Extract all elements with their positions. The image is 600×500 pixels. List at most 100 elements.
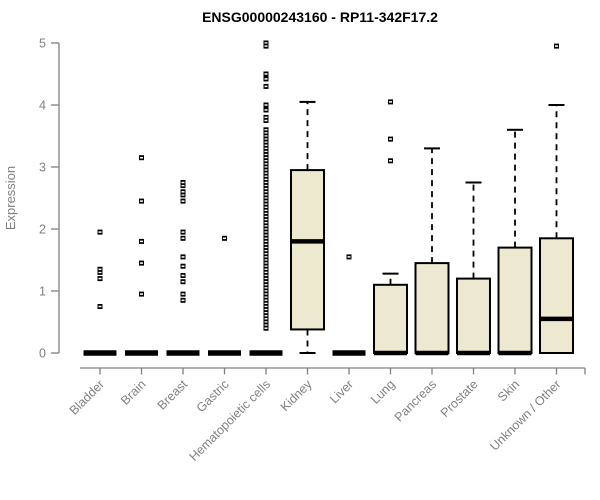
outlier-point-notch	[98, 305, 102, 308]
outlier-point-notch	[264, 240, 268, 243]
collapsed-box-gastric	[208, 350, 241, 356]
outlier-point-notch	[264, 191, 268, 193]
outlier-point-notch	[264, 277, 268, 280]
outlier-point-notch	[264, 212, 268, 215]
x-category-label: Breast	[155, 377, 191, 413]
outlier-point-notch	[264, 222, 268, 224]
outlier-point-notch	[264, 200, 268, 202]
outlier-point-notch	[264, 215, 268, 218]
box-kidney	[290, 169, 325, 331]
outlier-point-notch	[264, 274, 268, 277]
outlier-point-notch	[181, 194, 185, 196]
outlier-point-notch	[181, 181, 185, 184]
outlier-point-notch	[264, 104, 268, 106]
outlier-point-notch	[264, 308, 268, 311]
outlier-point-notch	[264, 327, 268, 329]
x-category-label: Unknown / Other	[487, 377, 563, 453]
outlier-point-notch	[264, 256, 268, 258]
outlier-point-notch	[264, 268, 268, 271]
outlier-point-notch	[389, 160, 392, 162]
outlier-point-notch	[264, 184, 268, 187]
x-category-label: Prostate	[438, 377, 481, 420]
outlier-point-notch	[264, 305, 268, 308]
outlier-point-notch	[264, 321, 268, 323]
outlier-point-notch	[264, 280, 268, 283]
outlier-point-notch	[264, 218, 268, 221]
x-category-label: Lung	[368, 377, 398, 407]
outlier-point-notch	[181, 256, 185, 258]
y-tick-label: 5	[39, 37, 46, 51]
outlier-point-notch	[264, 156, 268, 159]
outlier-point-notch	[140, 200, 143, 202]
outlier-point-notch	[140, 240, 143, 243]
outlier-point-notch	[264, 153, 268, 156]
outlier-point-notch	[555, 45, 558, 47]
outlier-point-notch	[264, 141, 268, 143]
outlier-point-notch	[264, 311, 268, 314]
collapsed-box-liver	[332, 350, 366, 356]
outlier-point-notch	[264, 324, 268, 326]
outlier-point-notch	[181, 200, 185, 202]
x-category-label: Kidney	[278, 377, 315, 414]
y-tick-label: 1	[39, 285, 46, 299]
outlier-point-notch	[98, 231, 102, 233]
x-category-label: Gastric	[194, 377, 232, 415]
outlier-point-notch	[223, 237, 226, 240]
outlier-point-notch	[264, 209, 268, 212]
outlier-point-notch	[264, 225, 268, 227]
outlier-point-notch	[264, 144, 268, 147]
outlier-point-notch	[140, 293, 143, 295]
outlier-point-notch	[264, 253, 268, 255]
outlier-point-notch	[264, 85, 268, 88]
outlier-point-notch	[98, 277, 102, 280]
x-category-label: Pancreas	[392, 377, 439, 424]
outlier-point-notch	[264, 271, 268, 274]
outlier-point-notch	[264, 116, 268, 119]
outlier-point-notch	[264, 78, 268, 80]
y-tick-label: 3	[39, 161, 46, 175]
outlier-point-notch	[264, 181, 268, 184]
outlier-point-notch	[264, 259, 268, 261]
outlier-point-notch	[264, 299, 268, 302]
box-lung	[373, 283, 408, 354]
outlier-point-notch	[264, 231, 268, 233]
outlier-point-notch	[181, 231, 185, 233]
box-prostate	[456, 277, 491, 355]
y-tick-label: 4	[39, 99, 46, 113]
outlier-point-notch	[140, 156, 143, 159]
box-unknown-other	[539, 237, 574, 354]
outlier-point-notch	[264, 302, 268, 305]
outlier-point-notch	[264, 287, 268, 289]
outlier-point-notch	[98, 268, 102, 271]
collapsed-box-hematopoietic-cells	[249, 350, 283, 356]
outlier-point-notch	[264, 194, 268, 196]
outlier-point-notch	[389, 138, 392, 140]
outlier-point-notch	[264, 249, 268, 252]
y-tick-label: 2	[39, 223, 46, 237]
outlier-point-notch	[181, 184, 185, 187]
outlier-point-notch	[264, 265, 268, 267]
outlier-point-notch	[264, 178, 268, 181]
outlier-point-notch	[264, 73, 268, 75]
outlier-point-notch	[264, 109, 268, 111]
outlier-point-notch	[264, 150, 268, 153]
outlier-point-notch	[181, 299, 185, 302]
outlier-point-notch	[389, 101, 392, 103]
outlier-point-notch	[181, 237, 185, 240]
outlier-point-notch	[264, 135, 268, 137]
x-category-label: Hematopoietic cells	[187, 377, 274, 464]
outlier-point-notch	[264, 169, 268, 171]
outlier-point-notch	[264, 175, 268, 178]
collapsed-box-brain	[125, 350, 158, 356]
outlier-point-notch	[264, 172, 268, 174]
outlier-point-notch	[264, 237, 268, 240]
outlier-point-notch	[264, 228, 268, 230]
y-axis-label: Expression	[3, 166, 18, 230]
outlier-point-notch	[264, 132, 268, 134]
box-skin	[497, 246, 533, 355]
outlier-point-notch	[264, 262, 268, 264]
x-category-label: Brain	[118, 377, 149, 408]
outlier-point-notch	[264, 290, 268, 292]
